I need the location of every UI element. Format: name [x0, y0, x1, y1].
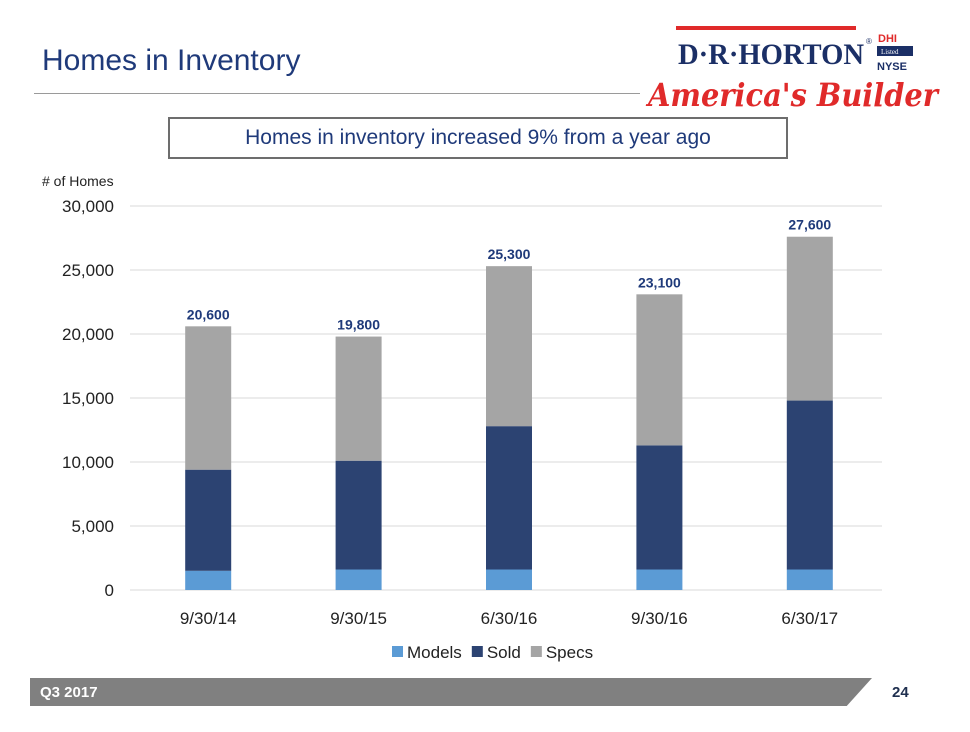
- bar-sold: [486, 426, 532, 570]
- svg-text:®: ®: [866, 37, 872, 46]
- legend-swatch-specs: [530, 646, 542, 657]
- y-tick-label: 30,000: [62, 197, 114, 216]
- stacked-bar-chart: # of Homes 0 5,000 10,000 15,000 20,000 25,000…: [42, 173, 882, 662]
- legend-label-sold: Sold: [487, 643, 521, 662]
- title-divider: [34, 93, 640, 94]
- page-title: Homes in Inventory: [42, 44, 301, 77]
- bar-models: [335, 569, 382, 590]
- bar-sold: [185, 469, 232, 571]
- bar-sold: [786, 400, 833, 570]
- total-label: 25,300: [488, 246, 531, 262]
- x-tick-label: 6/30/17: [781, 609, 838, 628]
- legend-label-models: Models: [407, 643, 462, 662]
- x-tick-label: 6/30/16: [481, 609, 538, 628]
- x-tick-label: 9/30/14: [180, 609, 237, 628]
- y-tick-label: 5,000: [71, 517, 114, 536]
- x-tick-label: 9/30/15: [330, 609, 387, 628]
- logo-tagline: America's Builder: [645, 76, 940, 112]
- bar-models: [636, 569, 683, 590]
- footer-label: Q3 2017: [40, 684, 98, 701]
- bar-specs: [335, 336, 382, 461]
- bar-specs: [636, 294, 683, 446]
- footer-bar: Q3 2017: [30, 678, 872, 706]
- total-label: 20,600: [187, 306, 230, 322]
- bar-specs: [786, 236, 833, 401]
- y-tick-label: 10,000: [62, 453, 114, 472]
- logo-listed: Listed: [881, 48, 899, 56]
- y-tick-label: 20,000: [62, 325, 114, 344]
- logo-ticker: DHI: [878, 33, 897, 45]
- total-label: 23,100: [638, 274, 681, 290]
- page-number: 24: [892, 684, 909, 701]
- total-label: 19,800: [337, 317, 380, 333]
- bar-models: [486, 569, 532, 590]
- legend-label-specs: Specs: [546, 643, 593, 662]
- x-tick-label: 9/30/16: [631, 609, 688, 628]
- y-tick-label: 0: [105, 581, 114, 600]
- dr-horton-logo: D·R·HORTON ® DHI Listed NYSE America's B…: [645, 26, 940, 112]
- bar-sold: [636, 445, 683, 570]
- bar-specs: [486, 266, 532, 427]
- y-tick-label: 15,000: [62, 389, 114, 408]
- logo-brand: D·R·HORTON: [678, 38, 864, 71]
- callout-text: Homes in inventory increased 9% from a y…: [245, 126, 711, 149]
- legend-swatch-models: [392, 646, 403, 657]
- callout-box: Homes in inventory increased 9% from a y…: [168, 117, 788, 159]
- logo-exchange: NYSE: [877, 61, 907, 73]
- y-axis-label: # of Homes: [42, 173, 114, 189]
- bar-models: [185, 570, 232, 590]
- bar-specs: [185, 326, 232, 470]
- total-label: 27,600: [788, 217, 831, 233]
- y-tick-label: 25,000: [62, 261, 114, 280]
- legend-swatch-sold: [471, 646, 483, 657]
- bar-models: [786, 569, 833, 590]
- bar-sold: [335, 460, 382, 570]
